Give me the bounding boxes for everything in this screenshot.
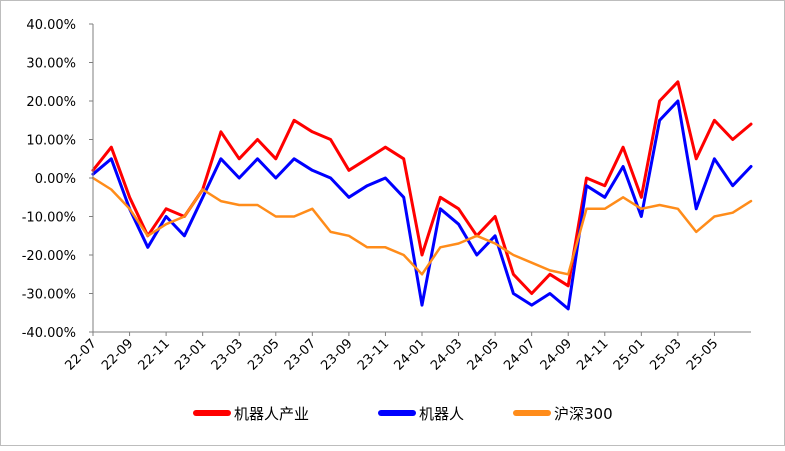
legend: 机器人产业 机器人 沪深300 — [193, 405, 613, 423]
y-tick-label: -10.00% — [22, 211, 76, 226]
y-tick-label: -40.00% — [22, 326, 76, 341]
x-tick-label: 25-03 — [647, 336, 684, 373]
x-tick-label: 24-07 — [501, 336, 538, 373]
x-tick-label: 24-03 — [428, 336, 465, 373]
x-tick-label: 24-11 — [574, 336, 611, 373]
x-tick-label: 22-11 — [136, 336, 173, 373]
x-tick-label: 25-05 — [684, 336, 721, 373]
x-tick-label: 24-09 — [538, 336, 575, 373]
x-tick-label: 24-05 — [465, 336, 502, 373]
y-tick-label: 10.00% — [26, 134, 76, 149]
x-tick-label: 23-09 — [318, 336, 355, 373]
legend-label-2: 沪深300 — [554, 405, 613, 423]
x-tick-label: 23-03 — [209, 336, 246, 373]
y-tick-label: 30.00% — [26, 57, 76, 72]
series-line-0 — [91, 80, 753, 295]
x-tick-label: 23-07 — [282, 336, 319, 373]
x-tick-label: 25-01 — [611, 336, 648, 373]
x-tick-label: 22-09 — [99, 336, 136, 373]
y-tick-label: 40.00% — [26, 18, 76, 33]
legend-label-1: 机器人 — [419, 405, 464, 423]
series-line-1 — [91, 99, 753, 311]
plot-series-group — [91, 80, 753, 311]
x-tick-label: 23-05 — [245, 336, 282, 373]
y-tick-label: 20.00% — [26, 95, 76, 110]
x-tick-label: 24-01 — [392, 336, 429, 373]
x-tick-label: 23-11 — [355, 336, 392, 373]
x-tick-label: 22-07 — [63, 336, 100, 373]
legend-label-0: 机器人产业 — [234, 405, 309, 423]
series-line-2 — [91, 176, 753, 276]
y-tick-label: -20.00% — [22, 249, 76, 264]
y-tick-label: -30.00% — [22, 288, 76, 303]
y-tick-label: 0.00% — [35, 172, 76, 187]
x-tick-label: 23-01 — [172, 336, 209, 373]
